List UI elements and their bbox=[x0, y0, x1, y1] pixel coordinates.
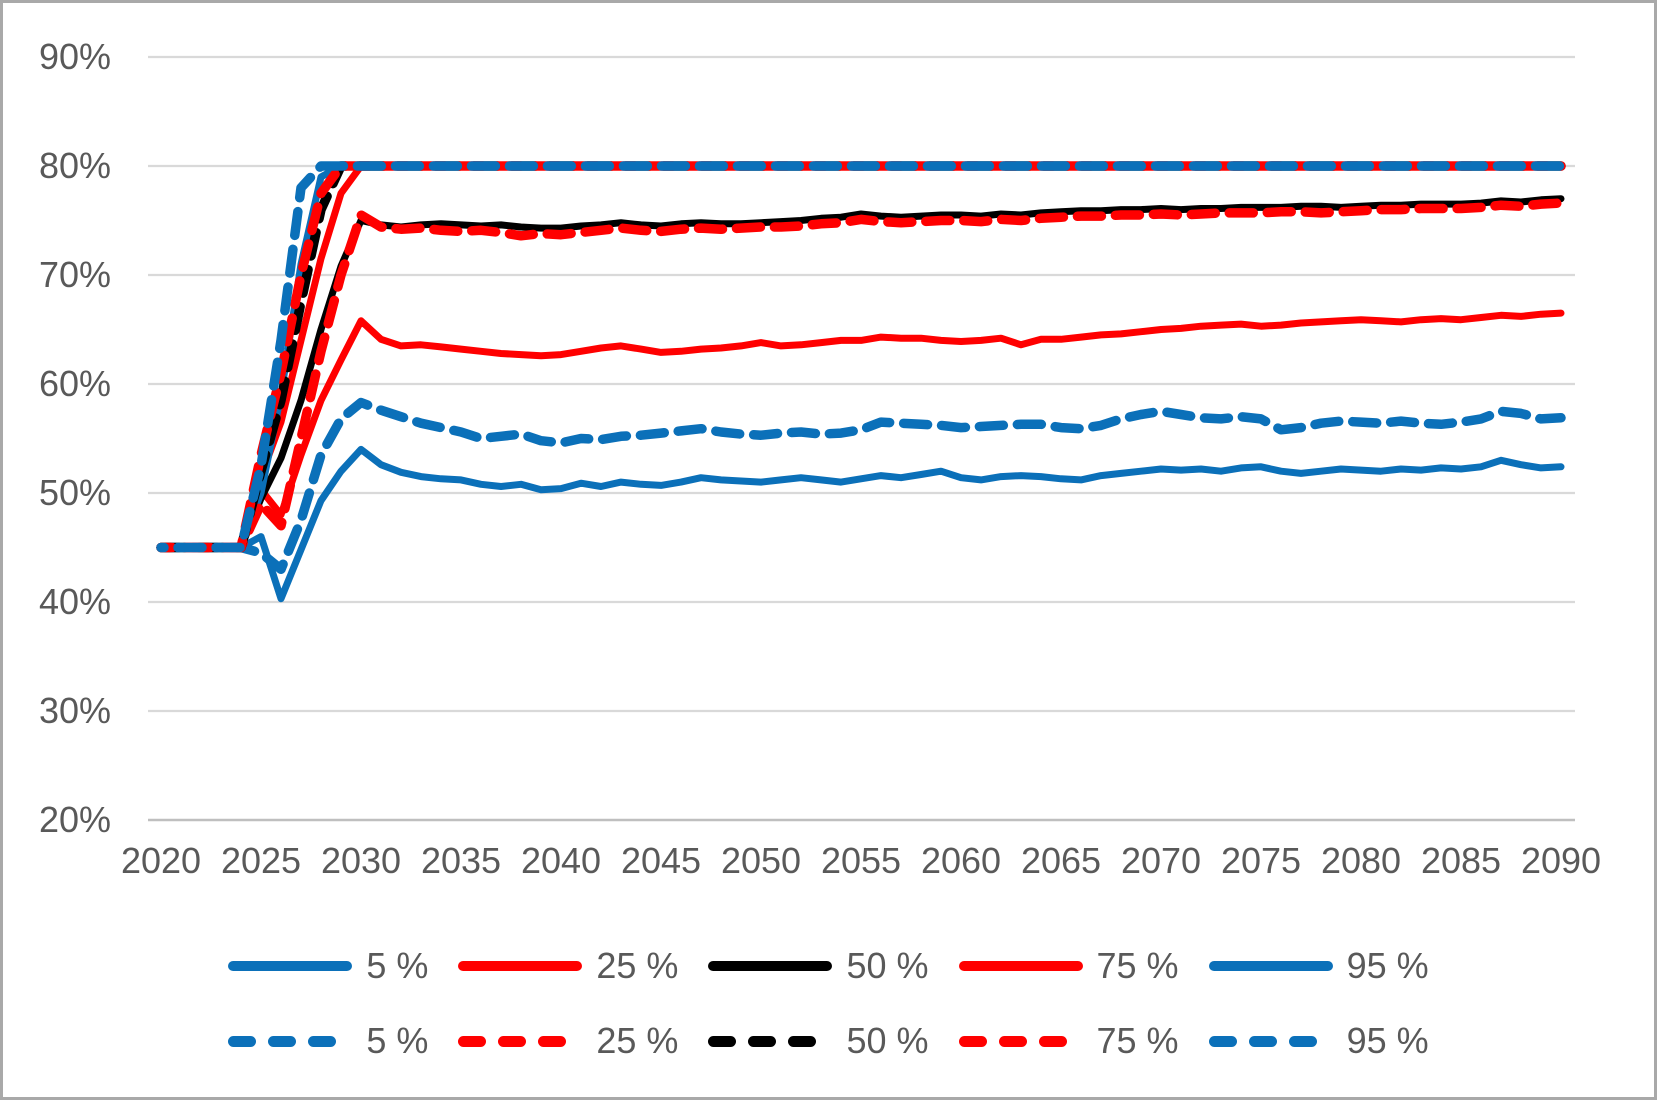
legend-item-solid-75%: 75 % bbox=[958, 945, 1179, 987]
legend-swatch-solid bbox=[228, 961, 353, 971]
legend-item-dashed-75%: 75 % bbox=[958, 1020, 1179, 1062]
legend-item-dashed-95%: 95 % bbox=[1208, 1020, 1429, 1062]
legend-dash bbox=[308, 1035, 337, 1047]
x-axis-tick: 2080 bbox=[1320, 840, 1402, 881]
legend-item-solid-50%: 50 % bbox=[708, 945, 929, 987]
chart-plot-area bbox=[148, 55, 1575, 822]
series-25-%-dashed bbox=[156, 198, 1566, 553]
x-axis-tick: 2030 bbox=[320, 840, 402, 881]
legend-swatch-dashed bbox=[1208, 1035, 1333, 1047]
y-axis-tick: 40% bbox=[38, 581, 111, 622]
series-5-%-dashed bbox=[156, 397, 1566, 575]
legend-dash bbox=[228, 1035, 257, 1047]
legend-item-dashed-50%: 50 % bbox=[708, 1020, 929, 1062]
legend-item-dashed-5%: 5 % bbox=[228, 1020, 428, 1062]
x-axis-tick: 2025 bbox=[220, 840, 302, 881]
legend-swatch-dashed bbox=[228, 1035, 352, 1047]
legend-dash bbox=[708, 1035, 737, 1047]
y-axis-tick: 30% bbox=[38, 690, 111, 731]
legend-label: 5 % bbox=[366, 945, 429, 986]
legend-label: 25 % bbox=[596, 945, 679, 986]
legend-label: 50 % bbox=[846, 1020, 929, 1061]
y-axis-tick: 50% bbox=[38, 472, 111, 513]
x-axis-tick: 2065 bbox=[1020, 840, 1102, 881]
y-axis-tick: 20% bbox=[38, 799, 111, 840]
legend-label: 75 % bbox=[1096, 945, 1179, 986]
series-50-%-solid bbox=[157, 195, 1565, 551]
x-axis-tick: 2020 bbox=[120, 840, 202, 881]
legend-item-solid-5%: 5 % bbox=[228, 945, 428, 987]
legend-dash bbox=[998, 1035, 1027, 1047]
y-axis-tick: 60% bbox=[38, 363, 111, 404]
legend-dash bbox=[1038, 1035, 1067, 1047]
legend-label: 75 % bbox=[1096, 1020, 1179, 1061]
x-axis-tick: 2085 bbox=[1420, 840, 1502, 881]
series-95-%-dashed bbox=[156, 161, 1566, 553]
legend-dash bbox=[458, 1035, 487, 1047]
legend-dash bbox=[958, 1035, 987, 1047]
legend-dash bbox=[268, 1035, 297, 1047]
legend-label: 25 % bbox=[596, 1020, 679, 1061]
legend-row-dashed: 5 % 25 % 50 % 75 % 95 % bbox=[3, 1019, 1654, 1063]
legend-label: 50 % bbox=[846, 945, 929, 986]
x-axis-tick: 2050 bbox=[720, 840, 802, 881]
legend-dash bbox=[538, 1035, 567, 1047]
legend-swatch-dashed bbox=[708, 1035, 832, 1047]
x-axis-tick: 2090 bbox=[1520, 840, 1602, 881]
legend-swatch-dashed bbox=[458, 1035, 582, 1047]
legend-item-solid-25%: 25 % bbox=[458, 945, 678, 987]
x-axis-tick: 2040 bbox=[520, 840, 602, 881]
x-axis-tick: 2070 bbox=[1120, 840, 1202, 881]
y-axis-tick: 80% bbox=[38, 145, 111, 186]
series-5-%-solid bbox=[157, 445, 1565, 603]
legend-dash bbox=[498, 1035, 527, 1047]
x-axis-tick: 2045 bbox=[620, 840, 702, 881]
legend-swatch-solid bbox=[958, 961, 1083, 971]
y-axis-tick: 70% bbox=[38, 254, 111, 295]
legend-dash bbox=[1208, 1035, 1237, 1047]
x-axis-tick: 2075 bbox=[1220, 840, 1302, 881]
x-axis-tick: 2035 bbox=[420, 840, 502, 881]
legend-item-solid-95%: 95 % bbox=[1208, 945, 1429, 987]
legend-label: 95 % bbox=[1346, 945, 1429, 986]
legend-label: 5 % bbox=[366, 1020, 429, 1061]
legend-item-dashed-25%: 25 % bbox=[458, 1020, 678, 1062]
legend-dash bbox=[788, 1035, 817, 1047]
y-axis-tick: 90% bbox=[38, 36, 111, 77]
legend-dash bbox=[1248, 1035, 1277, 1047]
legend-swatch-solid bbox=[708, 961, 833, 971]
legend-row-solid: 5 % 25 % 50 % 75 % 95 % bbox=[3, 944, 1654, 988]
legend-swatch-dashed bbox=[958, 1035, 1083, 1047]
legend-label: 95 % bbox=[1346, 1020, 1429, 1061]
legend-dash bbox=[1288, 1035, 1317, 1047]
x-axis-tick: 2060 bbox=[920, 840, 1002, 881]
legend-swatch-solid bbox=[458, 961, 583, 971]
legend-swatch-solid bbox=[1208, 961, 1333, 971]
series-25-%-solid bbox=[157, 309, 1565, 551]
legend-dash bbox=[748, 1035, 777, 1047]
x-axis-tick: 2055 bbox=[820, 840, 902, 881]
